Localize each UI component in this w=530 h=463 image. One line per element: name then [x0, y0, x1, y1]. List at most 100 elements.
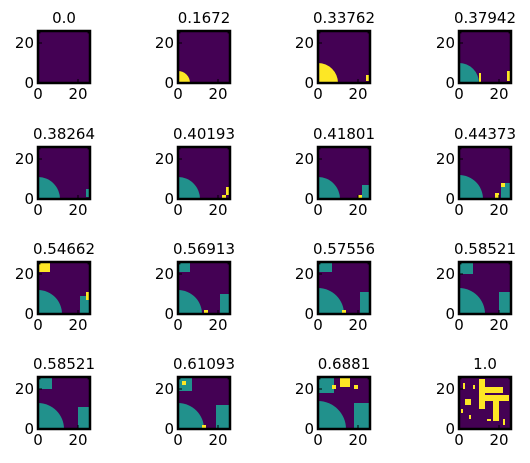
- heatmap-region: [216, 405, 230, 429]
- panel-14: 0.61093 0 20 0 20: [155, 355, 235, 449]
- heatmap-region: [80, 296, 90, 314]
- y-tick-label: 20: [436, 150, 455, 168]
- axes-frame: [176, 375, 232, 431]
- y-tick-label: 0: [24, 420, 34, 438]
- x-tick-label: 20: [348, 201, 367, 219]
- heatmap-region: [38, 377, 52, 389]
- y-tick-label: 20: [15, 34, 34, 52]
- panel-2: 0.1672 0 20 0 20: [155, 9, 232, 103]
- panel-title: 0.6881: [318, 355, 371, 373]
- heatmap-region: [459, 63, 479, 83]
- heatmap-region: [501, 183, 505, 187]
- heatmap-region: [318, 262, 332, 272]
- y-tick-label: 20: [15, 265, 34, 283]
- panel-title: 0.58521: [33, 355, 95, 373]
- heatmap-region: [178, 71, 190, 83]
- heatmap-region: [354, 403, 370, 429]
- x-tick-label: 0: [173, 85, 183, 103]
- heatmap-region: [86, 292, 90, 300]
- panel-13: 0.58521 0 20 0 20: [15, 355, 95, 449]
- x-tick-label: 0: [313, 85, 323, 103]
- heatmap-region: [465, 399, 471, 405]
- y-tick-label: 0: [164, 420, 174, 438]
- panel-title: 0.38264: [33, 125, 95, 143]
- axes-frame: [316, 29, 372, 85]
- axes-frame: [457, 145, 513, 201]
- heatmap-background: [178, 31, 230, 83]
- axes-frame: [457, 29, 513, 85]
- panel-1: 0.0 0 20 0 20: [15, 9, 92, 103]
- x-tick-label: 20: [489, 85, 508, 103]
- panel-11: 0.57556 0 20 0 20: [295, 240, 375, 334]
- y-tick-label: 20: [295, 380, 314, 398]
- x-tick-label: 20: [208, 201, 227, 219]
- heatmap-region: [38, 290, 62, 314]
- heatmap-region: [222, 195, 226, 199]
- heatmap-background: [38, 31, 90, 83]
- x-tick-label: 0: [454, 316, 464, 334]
- heatmap-region: [507, 71, 511, 81]
- panel-title: 0.57556: [313, 240, 375, 258]
- y-tick-label: 0: [164, 190, 174, 208]
- axes-frame: [36, 260, 92, 316]
- x-tick-label: 20: [489, 431, 508, 449]
- y-tick-label: 0: [164, 74, 174, 92]
- heatmap-region: [366, 75, 370, 81]
- x-tick-label: 20: [208, 316, 227, 334]
- y-tick-label: 0: [304, 74, 314, 92]
- heatmap-region: [362, 185, 370, 199]
- axes-frame: [316, 145, 372, 201]
- heatmap-region: [501, 183, 511, 199]
- heatmap-region: [469, 415, 471, 419]
- heatmap-region: [499, 292, 511, 314]
- x-tick-label: 20: [68, 431, 87, 449]
- heatmap-region: [495, 193, 499, 199]
- axes-frame: [176, 29, 232, 85]
- x-tick-label: 20: [208, 85, 227, 103]
- heatmap-region: [38, 262, 50, 272]
- axes-frame: [457, 375, 513, 431]
- y-tick-label: 0: [445, 74, 455, 92]
- y-tick-label: 0: [304, 190, 314, 208]
- x-tick-label: 0: [313, 201, 323, 219]
- heatmap-region: [493, 399, 499, 421]
- panel-8: 0.44373 0 20 0 20: [436, 125, 516, 219]
- heatmap-region: [318, 288, 344, 314]
- panel-title: 0.44373: [454, 125, 516, 143]
- heatmap-region: [340, 377, 350, 387]
- y-tick-label: 20: [295, 34, 314, 52]
- heatmap-region: [473, 385, 475, 389]
- x-tick-label: 0: [33, 85, 43, 103]
- heatmap-region: [204, 310, 208, 314]
- heatmap-region: [360, 292, 370, 314]
- y-tick-label: 0: [304, 420, 314, 438]
- heatmap-region: [226, 187, 230, 195]
- panel-6: 0.40193 0 20 0 20: [155, 125, 235, 219]
- heatmap-region: [182, 381, 186, 385]
- x-tick-label: 20: [348, 431, 367, 449]
- x-tick-label: 20: [68, 201, 87, 219]
- x-tick-label: 0: [33, 201, 43, 219]
- y-tick-label: 20: [436, 380, 455, 398]
- heatmap-region: [463, 383, 465, 389]
- panel-7: 0.41801 0 20 0 20: [295, 125, 375, 219]
- x-tick-label: 20: [489, 316, 508, 334]
- x-tick-label: 0: [313, 316, 323, 334]
- x-tick-label: 0: [33, 431, 43, 449]
- axes-frame: [176, 145, 232, 201]
- axes-frame: [316, 375, 372, 431]
- x-tick-label: 20: [348, 316, 367, 334]
- heatmap-region: [178, 177, 200, 199]
- y-tick-label: 0: [445, 190, 455, 208]
- panel-title: 0.1672: [178, 9, 231, 27]
- heatmap-region: [479, 379, 485, 409]
- x-tick-label: 0: [33, 316, 43, 334]
- heatmap-region: [318, 177, 340, 199]
- panel-title: 1.0: [473, 355, 497, 373]
- heatmap-region: [487, 419, 491, 421]
- heatmap-region: [479, 73, 481, 83]
- x-tick-label: 0: [173, 201, 183, 219]
- x-tick-label: 20: [348, 85, 367, 103]
- heatmap-region: [485, 387, 503, 393]
